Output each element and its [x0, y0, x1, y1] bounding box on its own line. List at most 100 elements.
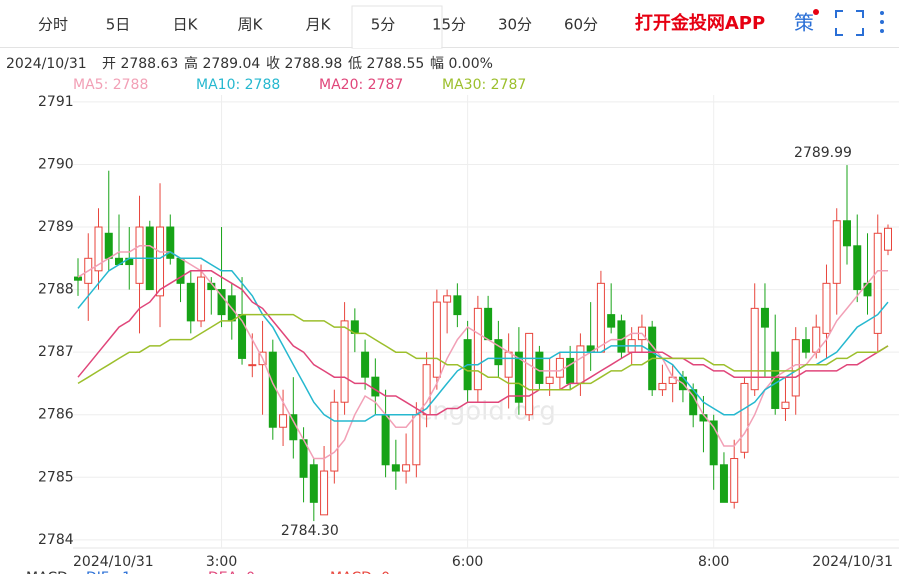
candle-body [545, 376, 554, 384]
candle-body [94, 226, 103, 272]
candle-body [494, 339, 503, 366]
candle-body [617, 320, 626, 353]
candle-body [412, 414, 421, 466]
candle-body [340, 320, 349, 403]
macd-label: MACD [26, 570, 68, 574]
tab[interactable]: 30分 [498, 16, 532, 34]
info-item: 高 2789.04 [184, 55, 260, 72]
candle-body [217, 289, 226, 316]
candle-body [402, 464, 411, 472]
macd-label: DIF: -1 [86, 570, 131, 574]
candle-body [371, 376, 380, 397]
candle-body [473, 307, 482, 391]
candle-body [781, 401, 790, 409]
candle-body [607, 314, 616, 328]
strategy-icon[interactable]: 策 [794, 11, 814, 35]
ma-line [77, 313, 889, 391]
candle-body [74, 276, 82, 281]
candle-body [166, 226, 175, 259]
tab[interactable]: 5分 [371, 16, 396, 34]
plot: 2784 2785 2786 2787 2788 2789 2790 2791 2024/10/… [38, 94, 899, 570]
y-tick-label: 2785 [38, 469, 74, 485]
legend-entry: MA20: 2787 [319, 77, 403, 93]
candle-body [156, 226, 165, 297]
candle-body [381, 414, 390, 466]
macd-label: DEA: 0 [208, 570, 255, 574]
candle-body [822, 282, 831, 334]
tab-group: 分时 5日 日K 周K 月K 5分 15分 30分 60分 [38, 5, 598, 49]
ma-line [77, 270, 889, 416]
y-tick-label: 2790 [38, 156, 74, 172]
active-tab [351, 5, 443, 49]
candle-body [791, 339, 800, 397]
x-tick-label: 3:00 [206, 554, 237, 570]
legend-entry: MA10: 2788 [196, 77, 280, 93]
info-item: 收 2788.98 [266, 56, 342, 72]
info-item: 幅 0.00% [430, 56, 493, 72]
candle-body [361, 351, 370, 378]
candle-body [309, 464, 318, 503]
badge [813, 9, 819, 15]
tab[interactable]: 15分 [432, 16, 466, 34]
low-annotation: 2784.30 [281, 523, 339, 539]
candle-body [525, 332, 534, 416]
info-item: 低 2788.55 [348, 56, 424, 72]
candle-body [514, 351, 523, 403]
tab[interactable]: 分时 [38, 16, 68, 34]
fullscreen-icon[interactable] [835, 10, 864, 36]
app-link[interactable]: 打开金投网APP [635, 12, 765, 34]
tab-bar [0, 0, 899, 48]
candle-body [422, 364, 431, 416]
legend-entry: MA30: 2787 [442, 77, 526, 93]
tab[interactable]: 周K [238, 16, 264, 34]
more-icon[interactable] [880, 11, 884, 33]
candle-body [197, 276, 206, 322]
x-tick-label: 8:00 [698, 554, 729, 570]
candle-body [279, 414, 288, 428]
candle-body [391, 464, 400, 472]
candle-body [555, 357, 564, 378]
candle-body [330, 401, 339, 472]
candle-body [535, 351, 544, 384]
candle-body [186, 282, 195, 322]
tab[interactable]: 月K [306, 16, 332, 34]
candle-body [432, 301, 441, 378]
macd-label: MACD: 0 [330, 570, 390, 574]
candle-body [853, 245, 862, 291]
candle-body [658, 382, 667, 391]
candle-body [801, 339, 810, 353]
candle-body [504, 351, 513, 378]
candle-body [730, 458, 739, 503]
tab[interactable]: 日K [173, 16, 199, 34]
candle-body [566, 357, 575, 384]
candle-body [289, 414, 298, 441]
y-tick-label: 2789 [38, 219, 74, 235]
ma-line [77, 251, 889, 422]
y-tick-label: 2784 [38, 532, 74, 548]
y-tick-label: 2786 [38, 407, 74, 423]
x-tick-label: 2024/10/31 [73, 554, 154, 570]
legend-entry: MA5: 2788 [73, 77, 148, 93]
candle-body [760, 307, 769, 328]
candle-body [832, 220, 841, 284]
candle-body [268, 351, 277, 428]
candle-body [453, 295, 462, 316]
info-item: 开 2788.63 [102, 56, 178, 72]
candle-body [842, 220, 851, 247]
info-item: 2024/10/31 [6, 56, 87, 72]
candle-body [750, 307, 759, 391]
y-tick-label: 2787 [38, 344, 74, 360]
candle-body [320, 470, 329, 516]
x-tick-label: 2024/10/31 [812, 554, 893, 570]
ma-line [77, 245, 888, 460]
high-annotation: 2789.99 [794, 145, 852, 161]
candle-body [248, 364, 257, 367]
candle-body [443, 295, 452, 303]
tab[interactable]: 60分 [564, 16, 598, 34]
candle-body [135, 226, 144, 284]
tab[interactable]: 5日 [106, 16, 131, 34]
y-tick-label: 2791 [38, 94, 74, 110]
candle-body [596, 282, 605, 353]
